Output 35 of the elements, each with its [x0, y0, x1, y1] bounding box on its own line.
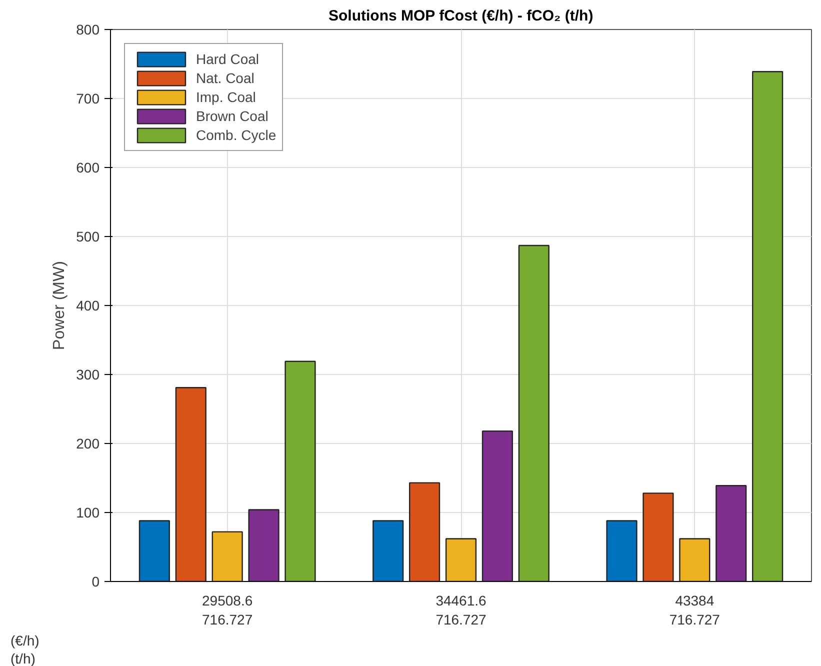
- bar: [409, 482, 440, 582]
- y-tick-label: 0: [92, 574, 100, 590]
- bar: [716, 484, 747, 582]
- legend-label: Comb. Cycle: [196, 127, 276, 143]
- bar: [175, 387, 206, 582]
- legend-label: Brown Coal: [196, 108, 268, 124]
- bar: [606, 520, 638, 582]
- bar: [642, 492, 674, 582]
- legend-label: Nat. Coal: [196, 70, 254, 86]
- bar: [679, 538, 710, 582]
- y-tick-label: 300: [76, 366, 100, 382]
- bar: [284, 360, 316, 582]
- y-tick-label: 700: [76, 90, 100, 106]
- text: (€/h): [10, 632, 40, 648]
- y-tick-label: 100: [76, 504, 100, 520]
- y-tick-label: 800: [76, 22, 100, 38]
- bar: [138, 520, 170, 582]
- y-axis-title: Power (MW): [51, 261, 68, 350]
- bar: [212, 531, 243, 582]
- legend-label: Hard Coal: [196, 51, 260, 67]
- y-tick-label: 400: [76, 298, 100, 314]
- bar: [372, 520, 404, 582]
- legend-label: Imp. Coal: [196, 89, 256, 105]
- bar: [518, 244, 550, 582]
- chart-title: Solutions MOP fCost (€/h) - fCO₂ (t/h): [328, 8, 594, 24]
- x-tick-label: 43384 716.727: [669, 592, 720, 628]
- bar: [445, 538, 477, 582]
- x-tick-label: 34461.6 716.727: [436, 592, 487, 628]
- x-tick-label: 29508.6 716.727: [202, 592, 253, 628]
- y-tick-label: 200: [76, 436, 100, 452]
- bar: [752, 70, 784, 582]
- y-tick-label: 600: [76, 160, 100, 176]
- bar: [482, 430, 513, 582]
- y-tick-label: 500: [76, 228, 100, 244]
- bar: [248, 509, 280, 582]
